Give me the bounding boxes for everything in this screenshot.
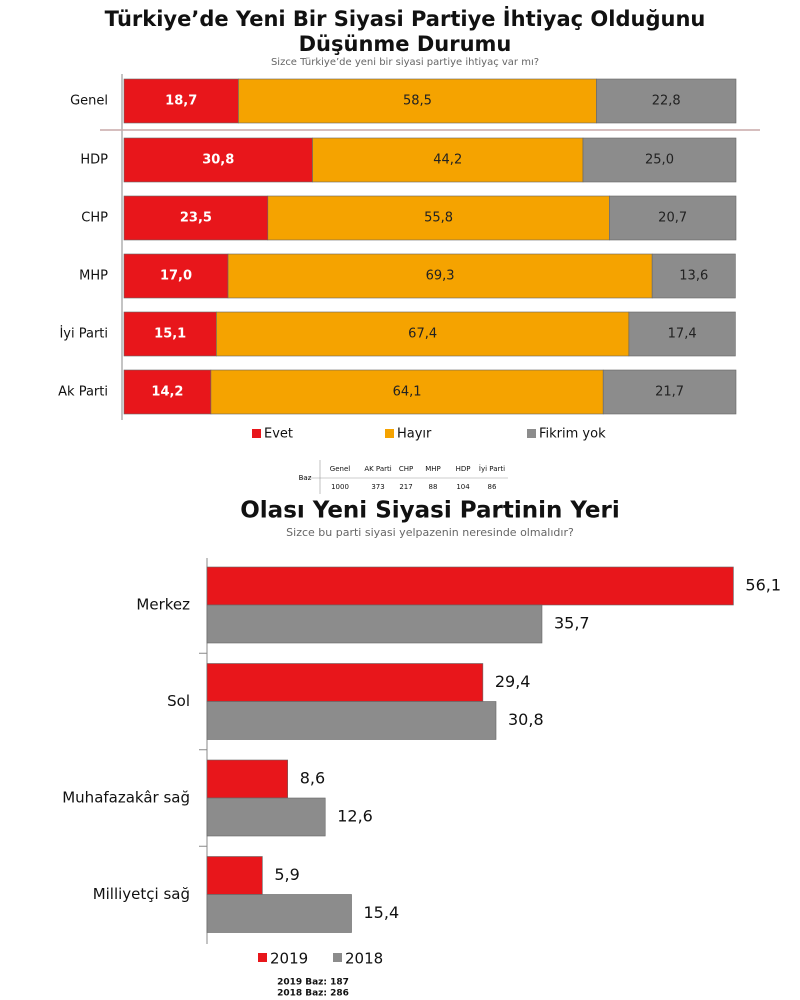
value-label: 30,8: [508, 710, 544, 729]
bar: [206, 701, 497, 740]
value-label: 55,8: [424, 211, 453, 226]
bar-segment: [609, 195, 737, 241]
table-cell: 217: [399, 483, 412, 491]
table-header: MHP: [425, 465, 441, 473]
y-tick-label: Sol: [167, 692, 190, 710]
bar: [206, 759, 288, 799]
value-label: 29,4: [495, 672, 531, 691]
value-label: 15,4: [364, 903, 400, 922]
table-header: Genel: [330, 465, 350, 473]
value-label: 64,1: [393, 385, 422, 400]
footnote: 2019 Baz: 187: [277, 978, 349, 988]
value-label: 58,5: [403, 94, 432, 109]
value-label: 20,7: [658, 211, 687, 226]
y-tick-label: Milliyetçi sağ: [93, 885, 190, 903]
value-label: 17,0: [160, 269, 192, 284]
legend-swatch: [252, 429, 261, 438]
legend-swatch: [385, 429, 394, 438]
legend-label: 2018: [345, 950, 383, 968]
bar-segment: [312, 137, 584, 183]
bar-segment: [227, 253, 653, 299]
bar-segment: [651, 253, 736, 299]
value-label: 5,9: [274, 865, 299, 884]
bar-segment: [123, 137, 313, 183]
y-tick-label: İyi Parti: [59, 326, 108, 342]
value-label: 30,8: [202, 153, 234, 168]
chart-title: Olası Yeni Siyasi Partinin Yeri: [240, 498, 619, 524]
bar-segment: [582, 137, 737, 183]
bar: [206, 663, 484, 702]
y-tick-label: Ak Parti: [58, 385, 108, 400]
bar-segment: [123, 78, 239, 124]
table-header: AK Parti: [364, 465, 391, 473]
bar-segment: [596, 78, 737, 124]
table-header: İyi Parti: [479, 464, 505, 473]
bar-segment: [238, 78, 597, 124]
bar-segment: [123, 253, 229, 299]
bar: [206, 856, 263, 895]
y-tick-label: Genel: [70, 94, 108, 109]
value-label: 12,6: [337, 807, 373, 826]
legend-label: Fikrim yok: [539, 427, 606, 442]
bar-segment: [123, 311, 217, 357]
value-label: 15,1: [154, 327, 186, 342]
table-cell: 104: [456, 483, 470, 491]
bar-segment: [216, 311, 630, 357]
value-label: 14,2: [151, 385, 183, 400]
chart-subtitle: Sizce Türkiye’de yeni bir siyasi partiye…: [271, 57, 539, 68]
bar-segment: [628, 311, 736, 357]
footnote: 2018 Baz: 286: [277, 989, 349, 999]
legend-swatch: [527, 429, 536, 438]
legend-label: Hayır: [397, 427, 432, 442]
value-label: 17,4: [668, 327, 697, 342]
y-tick-label: HDP: [80, 153, 108, 168]
legend-label: Evet: [264, 427, 293, 442]
value-label: 21,7: [655, 385, 684, 400]
value-label: 56,1: [745, 576, 781, 595]
bar-segment: [123, 195, 269, 241]
value-label: 25,0: [645, 153, 674, 168]
table-cell: 1000: [331, 483, 349, 491]
table-cell: 86: [488, 483, 497, 491]
y-tick-label: CHP: [81, 211, 108, 226]
bar: [206, 797, 326, 837]
table-label: Baz: [299, 474, 312, 482]
table-cell: 88: [429, 483, 438, 491]
value-label: 22,8: [652, 94, 681, 109]
y-tick-label: Muhafazakâr sağ: [62, 789, 190, 807]
bar: [206, 566, 734, 606]
y-tick-label: Merkez: [136, 596, 190, 614]
chart-title: Düşünme Durumu: [299, 32, 512, 56]
y-tick-label: MHP: [79, 269, 108, 284]
table-header: CHP: [399, 465, 413, 473]
legend-label: 2019: [270, 950, 308, 968]
chart-subtitle: Sizce bu parti siyasi yelpazenin neresin…: [286, 526, 574, 539]
value-label: 35,7: [554, 614, 590, 633]
value-label: 8,6: [300, 769, 325, 788]
value-label: 23,5: [180, 211, 212, 226]
bar-segment: [602, 369, 737, 415]
bar-segment: [210, 369, 604, 415]
table-header: HDP: [456, 465, 471, 473]
legend-swatch: [258, 953, 267, 962]
legend-swatch: [333, 953, 342, 962]
chart-title: Türkiye’de Yeni Bir Siyasi Partiye İhtiy…: [105, 6, 706, 31]
value-label: 13,6: [679, 269, 708, 284]
bar: [206, 894, 352, 933]
table-cell: 373: [371, 483, 384, 491]
bar-segment: [123, 369, 212, 415]
value-label: 44,2: [433, 153, 462, 168]
value-label: 69,3: [426, 269, 455, 284]
value-label: 18,7: [165, 94, 197, 109]
bar: [206, 604, 543, 644]
value-label: 67,4: [408, 327, 437, 342]
